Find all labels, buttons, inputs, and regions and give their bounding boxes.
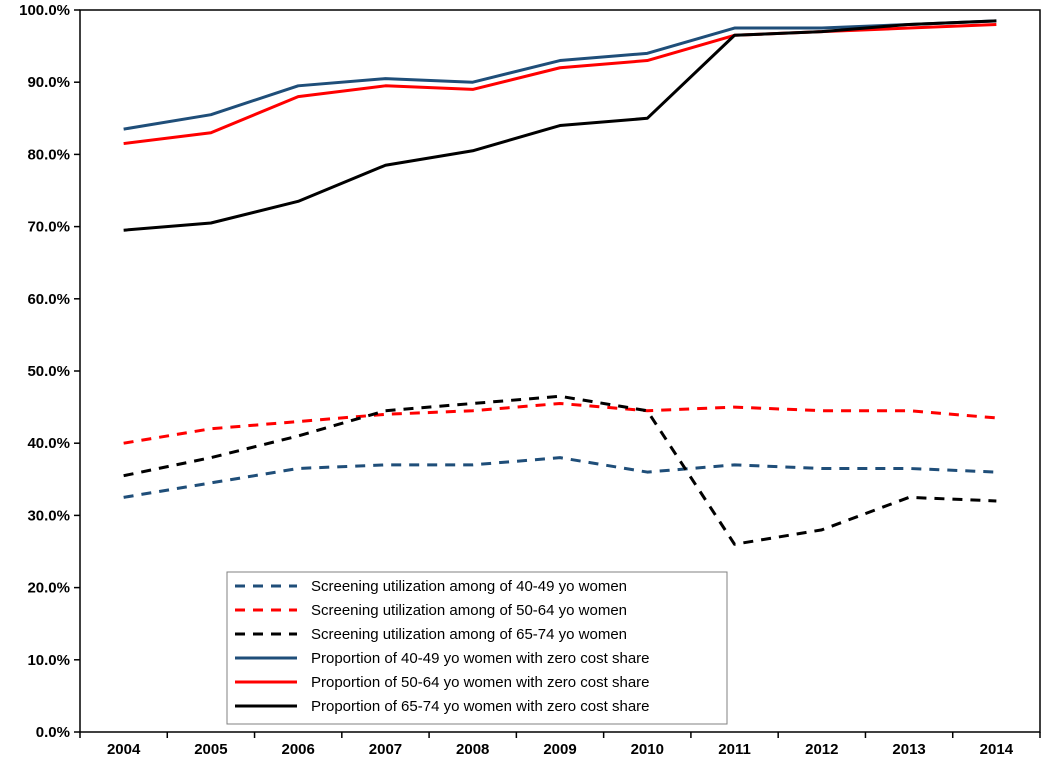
x-tick-label: 2012 (805, 741, 838, 758)
y-tick-label: 0.0% (36, 724, 70, 741)
x-tick-label: 2009 (543, 741, 576, 758)
legend-label-zero-40-49: Proportion of 40-49 yo women with zero c… (311, 650, 650, 667)
series-screen-65-74 (124, 396, 997, 544)
legend-label-zero-65-74: Proportion of 65-74 yo women with zero c… (311, 698, 650, 715)
series-screen-40-49 (124, 458, 997, 498)
legend-label-zero-50-64: Proportion of 50-64 yo women with zero c… (311, 674, 650, 691)
x-tick-label: 2005 (194, 741, 227, 758)
y-tick-label: 10.0% (27, 652, 70, 669)
y-tick-label: 60.0% (27, 291, 70, 308)
y-tick-label: 40.0% (27, 435, 70, 452)
plot-border (80, 10, 1040, 732)
y-tick-label: 30.0% (27, 507, 70, 524)
x-tick-label: 2006 (281, 741, 314, 758)
x-tick-label: 2010 (631, 741, 664, 758)
legend-label-screen-50-64: Screening utilization among of 50-64 yo … (311, 602, 627, 619)
y-tick-label: 90.0% (27, 74, 70, 91)
y-tick-label: 100.0% (19, 2, 70, 19)
x-tick-label: 2007 (369, 741, 402, 758)
x-tick-label: 2011 (718, 741, 751, 758)
series-screen-50-64 (124, 403, 997, 443)
x-tick-label: 2013 (892, 741, 925, 758)
y-tick-label: 80.0% (27, 146, 70, 163)
y-tick-label: 20.0% (27, 580, 70, 597)
x-tick-label: 2004 (107, 741, 141, 758)
legend-label-screen-40-49: Screening utilization among of 40-49 yo … (311, 578, 627, 595)
series-zero-40-49 (124, 21, 997, 129)
legend-label-screen-65-74: Screening utilization among of 65-74 yo … (311, 626, 627, 643)
series-zero-65-74 (124, 21, 997, 230)
line-chart: 0.0% 10.0% 20.0% 30.0% 40.0% 50.0% 60.0% 70.0% 8… (0, 0, 1050, 762)
y-tick-label: 70.0% (27, 219, 70, 236)
x-tick-label: 2014 (980, 741, 1014, 758)
x-tick-label: 2008 (456, 741, 489, 758)
y-tick-label: 50.0% (27, 363, 70, 380)
chart-svg: 0.0% 10.0% 20.0% 30.0% 40.0% 50.0% 60.0% 70.0% 8… (0, 0, 1050, 762)
